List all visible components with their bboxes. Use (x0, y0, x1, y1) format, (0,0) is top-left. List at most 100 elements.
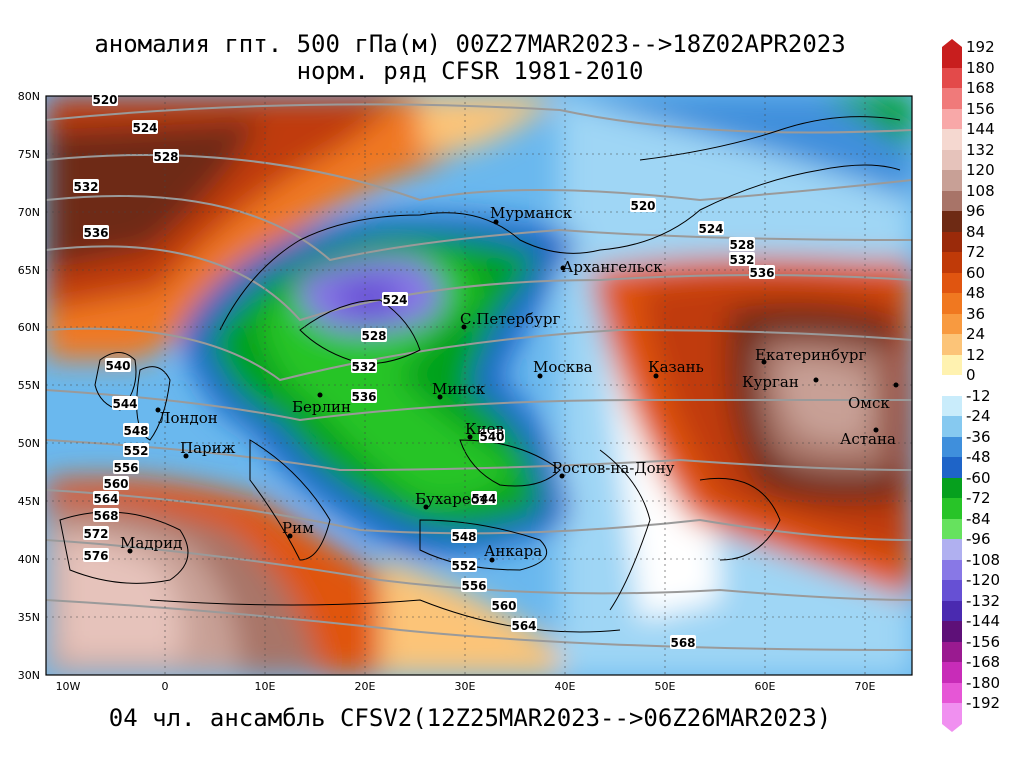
legend-swatch (942, 436, 962, 457)
contour-label-bg (451, 529, 477, 543)
legend-label: 108 (966, 181, 995, 200)
lat-label: 50N (18, 437, 40, 450)
legend-label: -132 (966, 591, 1001, 610)
legend-row: 180 (940, 59, 1020, 88)
contour-label-bg (451, 558, 477, 572)
lon-label: 10W (56, 680, 81, 693)
lat-label: 30N (18, 669, 40, 682)
contour-label-bg (361, 328, 387, 342)
city-label: С.Петербург (460, 310, 560, 328)
contour-label: 536 (351, 390, 376, 404)
contour-label: 560 (491, 599, 516, 613)
color-legend: 192 180 168 156 144 132 120 108 96 84 72 60 48 36 24 12… (940, 38, 1020, 732)
legend-swatch (942, 211, 962, 232)
contour-label: 528 (361, 329, 386, 343)
legend-swatch (942, 477, 962, 498)
legend-label: 36 (966, 304, 986, 323)
contour-label-bg (729, 252, 755, 266)
legend-swatch (942, 354, 962, 375)
anomaly-map: 5205245285325365205245285325365245285325… (18, 90, 913, 693)
contour-label-bg (103, 476, 129, 490)
legend-row: 108 (940, 182, 1020, 211)
legend-row: 48 (940, 284, 1020, 314)
legend-arrow-down-icon (942, 723, 962, 732)
contour-label-bg (351, 389, 377, 403)
contour-label: 532 (73, 180, 98, 194)
lon-label: 40E (555, 680, 576, 693)
contour-label: 548 (451, 530, 476, 544)
legend-label: -72 (966, 489, 991, 507)
contour-label: 544 (471, 492, 496, 506)
legend-row: 72 (940, 243, 1020, 273)
legend-swatch (942, 313, 962, 334)
lat-label: 65N (18, 264, 40, 277)
contour-label: 524 (382, 293, 407, 307)
contour-label-bg (123, 443, 149, 457)
contour-label: 528 (153, 150, 178, 164)
contour-label: 520 (630, 199, 655, 213)
contour-label: 564 (511, 619, 536, 633)
contour-label-bg (382, 292, 408, 306)
legend-swatch (942, 518, 962, 539)
city-dot (893, 382, 899, 388)
contour-label-bg (93, 508, 119, 522)
legend-row: -108 (940, 551, 1020, 580)
legend-row: -72 (940, 489, 1020, 519)
contour-label: 532 (729, 253, 754, 267)
city-label: Казань (648, 358, 704, 376)
city-dot (461, 324, 467, 330)
city-label: Ростов-на-Дону (552, 459, 675, 477)
contour-label-bg (461, 578, 487, 592)
legend-row: -144 (940, 612, 1020, 642)
legend-swatch (942, 67, 962, 88)
legend-label: 180 (966, 58, 995, 77)
contour-label-bg (83, 526, 109, 540)
legend-label: 144 (966, 120, 995, 138)
contour-label: 576 (83, 549, 108, 563)
legend-swatch (942, 149, 962, 170)
lon-label: 10E (255, 680, 276, 693)
legend-swatch (942, 47, 962, 68)
contour-label-bg (471, 491, 497, 505)
legend-label: -108 (966, 550, 1001, 569)
map-frame (45, 95, 913, 676)
contour-label-bg (123, 423, 149, 437)
legend-label: -48 (966, 448, 991, 466)
legend-label: -96 (966, 530, 991, 548)
legend-label: 12 (966, 345, 986, 364)
contour-label-bg (479, 429, 505, 443)
legend-row: -168 (940, 653, 1020, 683)
legend-row: 24 (940, 325, 1020, 355)
legend-label: 84 (966, 222, 986, 241)
city-dot (183, 453, 189, 459)
city-label: Екатеринбург (755, 346, 866, 364)
legend-label: 96 (966, 202, 986, 220)
legend-row: -96 (940, 530, 1020, 560)
contour-label-bg (351, 359, 377, 373)
lat-label: 35N (18, 611, 40, 624)
legend-row: 132 (940, 141, 1020, 170)
contour-label: 540 (479, 430, 504, 444)
legend-label: -144 (966, 612, 1001, 630)
legend-swatch (942, 498, 962, 519)
contour-label-bg (153, 149, 179, 163)
legend-swatch (942, 621, 962, 642)
legend-label: -12 (966, 386, 991, 405)
city-dot (873, 427, 879, 433)
contour-label-bg (132, 120, 158, 134)
contour-label-bg (83, 548, 109, 562)
lat-label: 60N (18, 321, 40, 334)
legend-swatch (942, 600, 962, 621)
legend-label: -180 (966, 673, 1001, 692)
legend-label: 0 (966, 366, 976, 384)
legend-label: 156 (966, 99, 995, 118)
legend-row: -192 (940, 694, 1020, 724)
city-dot (489, 557, 495, 563)
contour-label: 564 (93, 492, 118, 506)
legend-label: 72 (966, 243, 986, 261)
contour-label-bg (698, 221, 724, 235)
contour-label: 572 (83, 527, 108, 541)
city-dot (560, 265, 566, 271)
city-label: Бухарест (415, 490, 487, 508)
city-label: Рим (282, 519, 314, 537)
